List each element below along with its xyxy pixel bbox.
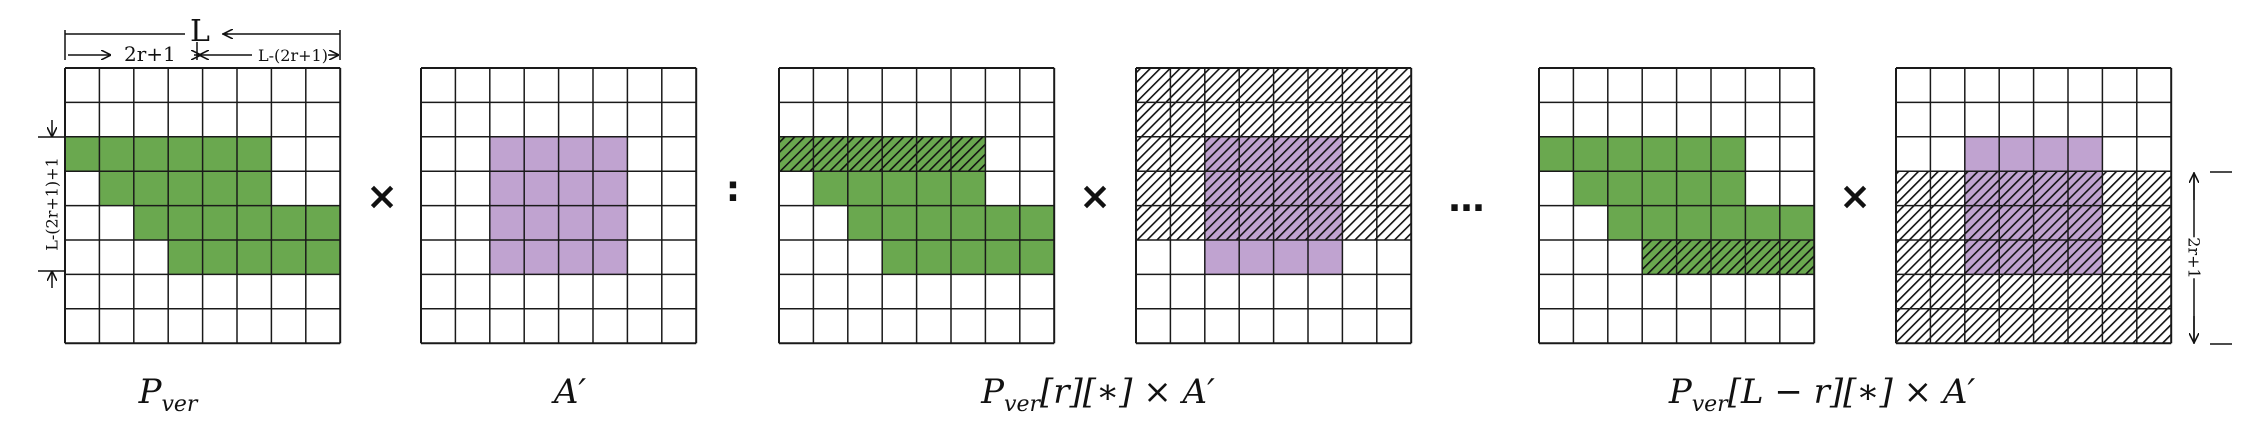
- grid-pver: [64, 67, 342, 345]
- caption-pver-r-aprime: Pver[r][∗] × A′: [981, 372, 1215, 417]
- green-cells: [1573, 171, 1746, 206]
- operator-times-2: ×: [1079, 174, 1111, 218]
- operator-ellipsis: …: [1448, 179, 1488, 220]
- label-right-span: 2r+1: [2184, 237, 2204, 279]
- operator-colon: :: [725, 169, 741, 210]
- green-cells: [168, 240, 341, 275]
- green-cells: [882, 240, 1055, 275]
- label-Lminus-vertical: L-(2r+1)+1: [42, 157, 62, 251]
- grid-aprime: [420, 67, 698, 345]
- label-2r1: 2r+1: [124, 42, 176, 66]
- operator-times-1: ×: [366, 174, 398, 218]
- caption-pver: Pver: [138, 372, 198, 417]
- hatched-cells: [1642, 240, 1815, 275]
- grid-aprime-r: [1135, 67, 1413, 345]
- caption-aprime: A′: [553, 372, 587, 412]
- label-L: L: [190, 14, 210, 49]
- label-Lminus: L-(2r+1): [258, 46, 328, 65]
- caption-pver-lr-aprime: Pver[L − r][∗] × A′: [1668, 372, 1976, 417]
- green-cells: [813, 171, 986, 206]
- grid-pver-r: [778, 67, 1056, 345]
- grid-pver-lr: [1538, 67, 1816, 345]
- green-cells: [99, 171, 272, 206]
- operator-times-3: ×: [1839, 174, 1871, 218]
- grids-layer: [64, 67, 2173, 345]
- grid-aprime-lr: [1895, 67, 2173, 345]
